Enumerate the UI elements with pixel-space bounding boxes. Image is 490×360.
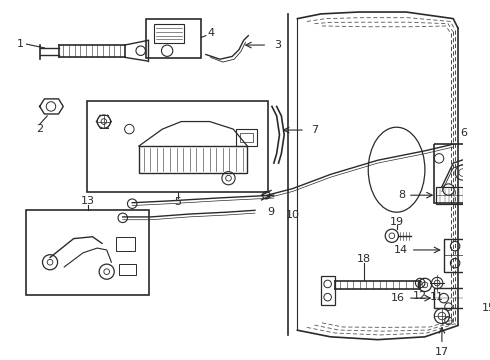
Text: 16: 16 [391, 293, 405, 303]
Bar [116, 237, 135, 251]
Text: 19: 19 [390, 217, 404, 227]
Text: 5: 5 [174, 197, 181, 207]
Text: 15: 15 [482, 303, 490, 314]
Text: 10: 10 [286, 210, 300, 220]
Bar [26, 210, 149, 295]
Bar [444, 239, 490, 272]
Text: 12: 12 [413, 291, 427, 301]
Text: 18: 18 [356, 255, 370, 264]
Bar [434, 144, 490, 203]
Text: 13: 13 [81, 196, 95, 206]
Bar [119, 264, 136, 275]
Text: 9: 9 [268, 207, 274, 217]
Text: 6: 6 [460, 128, 467, 138]
Bar [436, 187, 463, 204]
Bar [236, 129, 257, 146]
Bar [154, 24, 184, 43]
Bar [139, 146, 247, 172]
Text: 7: 7 [312, 125, 318, 135]
Text: 1: 1 [17, 39, 24, 49]
Bar [87, 101, 268, 192]
Text: 17: 17 [435, 347, 449, 357]
Text: 4: 4 [208, 28, 215, 38]
Text: 2: 2 [36, 124, 43, 134]
Bar [147, 19, 201, 58]
Text: 8: 8 [398, 190, 405, 200]
Text: 3: 3 [274, 40, 281, 50]
Text: 11: 11 [430, 292, 444, 302]
Text: 14: 14 [394, 245, 408, 255]
Bar [434, 288, 490, 309]
Bar [240, 133, 253, 142]
Bar [321, 276, 335, 305]
